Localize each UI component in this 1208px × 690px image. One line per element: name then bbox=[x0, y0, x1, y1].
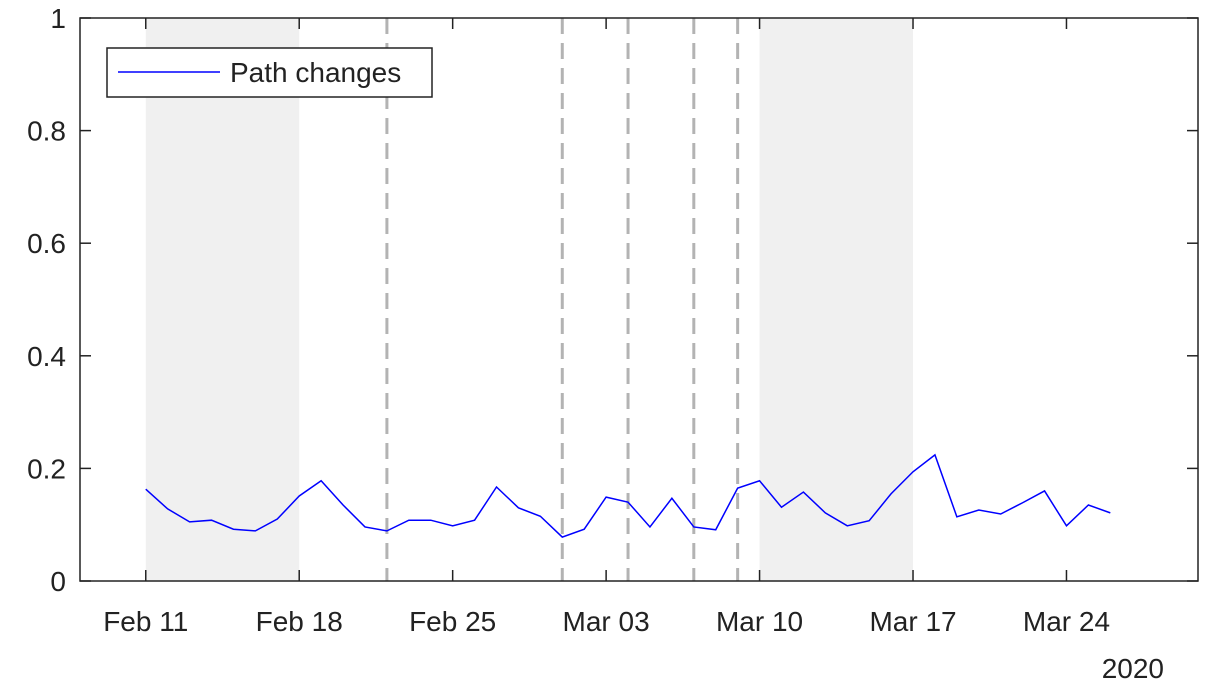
x-tick-label: Mar 24 bbox=[1023, 606, 1110, 637]
y-tick-label: 0.6 bbox=[27, 228, 66, 259]
plot-frame bbox=[79, 17, 1199, 582]
series-line bbox=[145, 453, 1111, 538]
x-tick-label: Feb 25 bbox=[409, 606, 496, 637]
shaded-range bbox=[759, 18, 914, 581]
x-tick-label: Feb 18 bbox=[256, 606, 343, 637]
legend: Path changes bbox=[106, 47, 433, 98]
x-tick-label: Mar 10 bbox=[716, 606, 803, 637]
year-label: 2020 bbox=[1102, 653, 1164, 684]
legend-label: Path changes bbox=[230, 57, 401, 88]
y-tick-label: 0 bbox=[50, 566, 66, 597]
y-tick-label: 0.4 bbox=[27, 341, 66, 372]
shaded-range bbox=[145, 18, 300, 581]
x-tick-label: Feb 11 bbox=[103, 606, 188, 637]
y-tick-label: 0.2 bbox=[27, 453, 66, 484]
y-tick-label: 1 bbox=[50, 3, 66, 34]
x-tick-label: Mar 17 bbox=[869, 606, 956, 637]
x-tick-label: Mar 03 bbox=[563, 606, 650, 637]
y-tick-label: 0.8 bbox=[27, 116, 66, 147]
